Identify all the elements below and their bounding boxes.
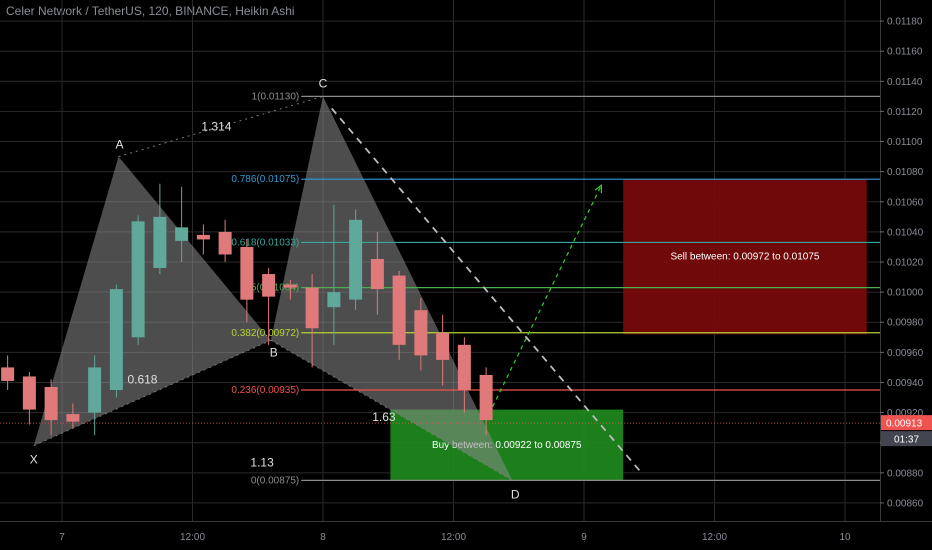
time-tick-label: 9 xyxy=(581,532,587,543)
price-tick-label: 0.01120 xyxy=(887,107,923,118)
price-tick-label: 0.00880 xyxy=(887,468,924,479)
time-tick-label: 8 xyxy=(320,532,326,543)
sell-zone xyxy=(623,179,867,335)
chart-title: Celer Network / TetherUS, 120, BINANCE, … xyxy=(6,4,295,18)
candle-body xyxy=(392,275,406,345)
fib-level-label: 1(0.01130) xyxy=(252,91,300,102)
candle-body xyxy=(240,246,254,300)
price-tick-label: 0.01060 xyxy=(887,197,924,208)
price-tick-label: 0.01160 xyxy=(887,47,923,58)
projection-up-line xyxy=(492,184,602,407)
pattern-triangle xyxy=(270,96,513,481)
candle-body xyxy=(414,310,428,356)
pattern-ratio-label: 0.618 xyxy=(127,372,157,386)
time-tick-label: 7 xyxy=(59,532,65,543)
candle-body xyxy=(457,344,471,390)
pattern-triangle xyxy=(33,156,271,446)
price-tick-label: 0.01000 xyxy=(887,288,924,299)
price-tick-label: 0.01180 xyxy=(887,17,923,28)
pattern-ratio-line xyxy=(33,339,272,447)
price-tick-label: 0.00860 xyxy=(887,498,924,509)
pattern-point-c: C xyxy=(319,76,328,90)
candle-body xyxy=(66,414,80,422)
price-tick-label: 0.01040 xyxy=(887,227,924,238)
price-axis-bg xyxy=(880,0,932,550)
pattern-point-b: B xyxy=(270,345,278,359)
pattern-labels: X A B C D 1.314 0.618 1.63 1.13 xyxy=(30,76,520,501)
candle-body xyxy=(436,332,450,360)
fib-level-label: 0(0.00875) xyxy=(251,475,299,486)
buy-zone-label: Buy between: 0.00922 to 0.00875 xyxy=(432,440,582,451)
candle-body xyxy=(218,231,232,255)
pattern-point-x: X xyxy=(30,453,38,467)
pattern-ratio-line xyxy=(270,339,513,481)
projection-arrow-head xyxy=(594,183,603,194)
time-axis-bg xyxy=(0,521,932,550)
candle-body xyxy=(44,386,58,421)
candles xyxy=(1,183,493,436)
price-tick-label: 0.00940 xyxy=(887,378,924,389)
fib-level-label: 0.618(0.01033) xyxy=(231,237,299,248)
candle-body xyxy=(22,376,36,410)
price-tick-label: 0.00960 xyxy=(887,348,924,359)
price-tick-label: 0.01140 xyxy=(887,77,923,88)
fib-level-label: 0.236(0.00935) xyxy=(231,385,299,396)
price-tick-label: 0.01080 xyxy=(887,167,924,178)
countdown-tag xyxy=(881,431,932,447)
pattern-point-d: D xyxy=(511,487,520,501)
price-tick-label: 0.00980 xyxy=(887,318,924,329)
candle-body xyxy=(153,216,167,269)
candle-body xyxy=(1,367,15,381)
time-tick-label: 12:00 xyxy=(441,532,466,543)
trade-zones: Buy between: 0.00922 to 0.00875 Sell betw… xyxy=(390,179,867,481)
candle-body xyxy=(131,221,145,338)
candle-body xyxy=(283,284,297,288)
time-tick-label: 12:00 xyxy=(180,532,205,543)
candle-body xyxy=(262,274,276,297)
countdown-value: 01:37 xyxy=(894,435,919,446)
last-price-value: 0.00913 xyxy=(886,419,923,430)
candle-body xyxy=(109,289,123,390)
projection-lines xyxy=(331,107,644,475)
candle-body xyxy=(305,287,319,329)
candle-body xyxy=(479,374,493,421)
last-price-tag xyxy=(881,415,932,431)
time-tick-label: 12:00 xyxy=(702,532,727,543)
candle-body xyxy=(175,227,189,241)
pattern-ratio-label: 1.63 xyxy=(372,410,396,424)
time-tick-label: 10 xyxy=(839,532,851,543)
pattern-ratio-label: 1.13 xyxy=(250,455,274,469)
candle-body xyxy=(370,258,384,290)
time-axis[interactable]: 7 12:00 8 12:00 9 12:00 10 xyxy=(0,521,932,550)
pattern-point-a: A xyxy=(116,138,124,152)
projection-down-line xyxy=(331,107,644,475)
fib-level-label: 0.786(0.01075) xyxy=(231,174,299,185)
price-tick-label: 0.01100 xyxy=(887,137,923,148)
candle-body xyxy=(327,292,341,308)
price-tick-label: 0.01020 xyxy=(887,258,924,269)
fib-level-label: 0.382(0.00972) xyxy=(231,328,299,339)
pattern-ratio-label: 1.314 xyxy=(201,119,231,133)
candle-body xyxy=(349,219,363,300)
candle-body xyxy=(196,234,210,240)
candle-body xyxy=(88,367,102,413)
sell-zone-label: Sell between: 0.00972 to 0.01075 xyxy=(670,252,819,263)
price-tick-label: 0.00920 xyxy=(887,408,924,419)
